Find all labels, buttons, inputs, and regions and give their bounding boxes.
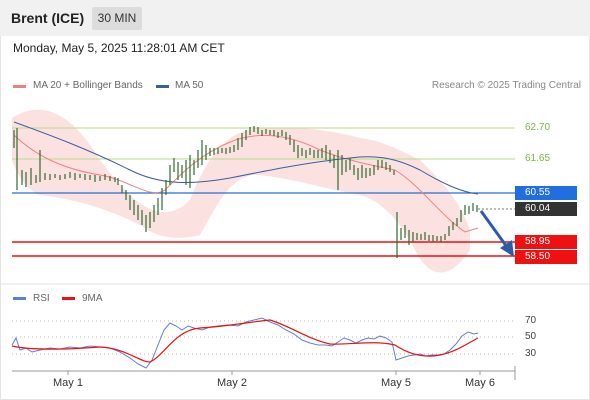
rsi-level-label-70: 70 [525, 315, 537, 326]
rsi-ma-line [11, 319, 479, 363]
ma50-line [13, 121, 479, 195]
x-label-may2: May 2 [217, 377, 247, 389]
rsi-level-label-30: 30 [525, 348, 537, 359]
ma50-legend-swatch [156, 85, 169, 88]
rsi-legend-label: RSI [33, 293, 50, 304]
ma20-legend-label: MA 20 + Bollinger Bands [33, 80, 143, 91]
header-bar: Brent (ICE) 30 MIN [0, 0, 590, 36]
forecast-arrow [479, 210, 509, 248]
x-label-may5: May 5 [381, 377, 411, 389]
research-credit: Research © 2025 Trading Central [431, 80, 581, 91]
support-tag-1: 58.95 [515, 235, 577, 249]
rsi-ma-legend-label: 9MA [82, 293, 103, 304]
forecast-arrowhead [500, 240, 514, 257]
bollinger-band [12, 109, 470, 273]
instrument-title: Brent (ICE) [11, 10, 85, 26]
pivot-tag: 60.55 [515, 186, 577, 200]
resistance-label-2: 61.65 [525, 153, 551, 164]
support-tag-2: 58.50 [515, 250, 577, 264]
price-candles [13, 126, 478, 258]
resistance-label-1: 62.70 [525, 122, 551, 133]
rsi-line [11, 317, 479, 369]
x-label-may6: May 6 [465, 377, 495, 389]
last-price-tag: 60.04 [515, 202, 577, 216]
ma50-legend-label: MA 50 [175, 80, 204, 91]
timestamp: Monday, May 5, 2025 11:28:01 AM CET [13, 41, 225, 55]
rsi-ma-legend-swatch [62, 297, 75, 300]
rsi-level-label-50: 50 [525, 331, 537, 342]
rsi-legend-swatch [13, 297, 26, 300]
ma20-line [13, 134, 479, 233]
ma20-legend-swatch [13, 85, 26, 88]
x-label-may1: May 1 [53, 377, 83, 389]
timeframe-button[interactable]: 30 MIN [92, 7, 142, 30]
